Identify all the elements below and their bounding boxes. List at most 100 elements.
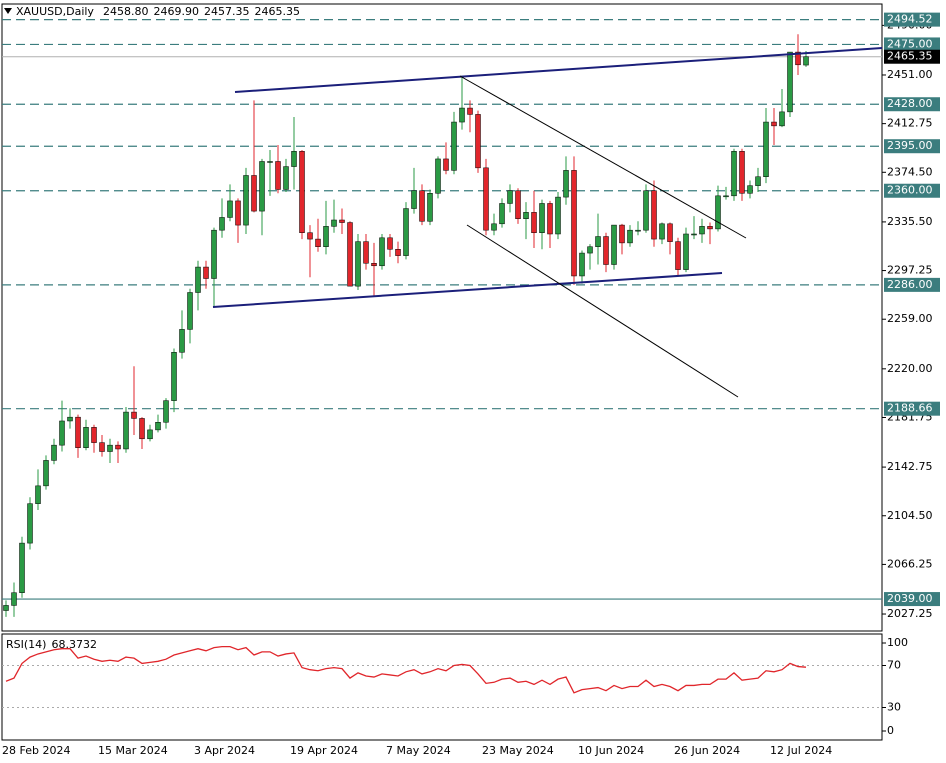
- candle-body: [267, 161, 273, 163]
- candle-body: [283, 166, 289, 190]
- candle-body: [579, 252, 585, 277]
- candle-body: [507, 190, 513, 204]
- candle-body: [299, 151, 305, 233]
- level-box: [884, 277, 940, 292]
- candle-body: [435, 158, 441, 194]
- candle-body: [195, 266, 201, 293]
- candle-body: [235, 200, 241, 226]
- candle-body: [115, 444, 121, 450]
- candle-body: [307, 232, 313, 240]
- candle-body: [627, 229, 633, 244]
- candle-body: [291, 151, 297, 167]
- candle-body: [123, 411, 129, 450]
- candle-body: [763, 121, 769, 177]
- candle-body: [211, 229, 217, 279]
- candle-body: [171, 352, 177, 401]
- candle-body: [323, 226, 329, 247]
- level-label: 2360.00: [887, 184, 933, 197]
- open-label: 2458.80: [103, 5, 149, 18]
- y-tick-label: 30: [887, 701, 901, 714]
- y-tick-label: 2104.50: [887, 509, 933, 522]
- candle-body: [499, 203, 505, 225]
- close-label: 2465.35: [254, 5, 300, 18]
- candle-body: [659, 223, 665, 240]
- candle-body: [331, 219, 337, 227]
- y-tick-label: 2297.25: [887, 264, 933, 277]
- candle-body: [667, 223, 673, 242]
- rsi-title: RSI(14): [6, 638, 46, 651]
- candle-body: [563, 170, 569, 198]
- x-tick-label: 15 Mar 2024: [98, 744, 168, 757]
- candle-body: [651, 190, 657, 240]
- candle-body: [683, 233, 689, 270]
- candle-body: [611, 224, 617, 265]
- candle-body: [475, 114, 481, 169]
- x-tick-label: 10 Jun 2024: [578, 744, 644, 757]
- candle-body: [571, 170, 577, 277]
- candle-body: [19, 542, 25, 593]
- candle-body: [139, 418, 145, 440]
- x-tick-label: 28 Feb 2024: [2, 744, 70, 757]
- level-box: [884, 139, 940, 154]
- candle-body: [403, 208, 409, 256]
- candle-body: [363, 241, 369, 264]
- candle-body: [747, 185, 753, 194]
- candle-body: [131, 411, 137, 419]
- candle-body: [675, 241, 681, 270]
- candle-body: [51, 444, 57, 461]
- y-tick-label: 2412.75: [887, 117, 933, 130]
- x-tick-label: 3 Apr 2024: [194, 744, 255, 757]
- y-tick-label: 0: [887, 724, 894, 737]
- low-label: 2457.35: [204, 5, 250, 18]
- candle-body: [75, 416, 81, 448]
- candle-body: [515, 190, 521, 219]
- candle-body: [555, 196, 561, 235]
- candle-body: [243, 175, 249, 226]
- level-box: [884, 401, 940, 416]
- candle-body: [803, 56, 809, 66]
- rsi-line: [5, 645, 807, 694]
- candle-body: [99, 442, 105, 452]
- candle-body: [275, 161, 281, 190]
- candle-body: [771, 121, 777, 127]
- candle-body: [91, 427, 97, 443]
- candle-body: [59, 420, 65, 446]
- candle-body: [179, 329, 185, 353]
- candle-body: [379, 237, 385, 267]
- candle-body: [587, 246, 593, 254]
- y-tick-label: 2335.50: [887, 215, 933, 228]
- candle-body: [107, 444, 113, 452]
- candle-body: [43, 460, 49, 487]
- candle-body: [451, 121, 457, 171]
- candle-body: [11, 592, 17, 606]
- candle-body: [419, 190, 425, 222]
- candle-body: [635, 229, 641, 232]
- candle-body: [547, 203, 553, 235]
- level-box: [884, 97, 940, 112]
- candle-body: [203, 266, 209, 279]
- candle-body: [427, 193, 433, 222]
- y-tick-label: 70: [887, 659, 901, 672]
- candle-body: [147, 429, 153, 440]
- chart-header: XAUUSD,Daily 2458.80 2469.90 2457.35 2465.35: [16, 5, 300, 18]
- candle-body: [619, 224, 625, 244]
- candle-body: [187, 292, 193, 330]
- candle-body: [443, 158, 449, 171]
- channel-upper: [234, 47, 883, 93]
- candle-body: [339, 219, 345, 223]
- current-price-box: [884, 49, 940, 64]
- candle-body: [603, 236, 609, 265]
- candle-body: [219, 217, 225, 231]
- level-box: [884, 12, 940, 27]
- candle-body: [459, 107, 465, 123]
- x-tick-label: 12 Jul 2024: [770, 744, 832, 757]
- candle-body: [491, 223, 497, 231]
- candle-body: [531, 212, 537, 233]
- high-label: 2469.90: [153, 5, 199, 18]
- rsi-value: 68.3732: [51, 638, 97, 651]
- current-price-label: 2465.35: [887, 50, 933, 63]
- candle-body: [3, 605, 9, 611]
- candle-body: [227, 200, 233, 218]
- candle-body: [251, 175, 257, 212]
